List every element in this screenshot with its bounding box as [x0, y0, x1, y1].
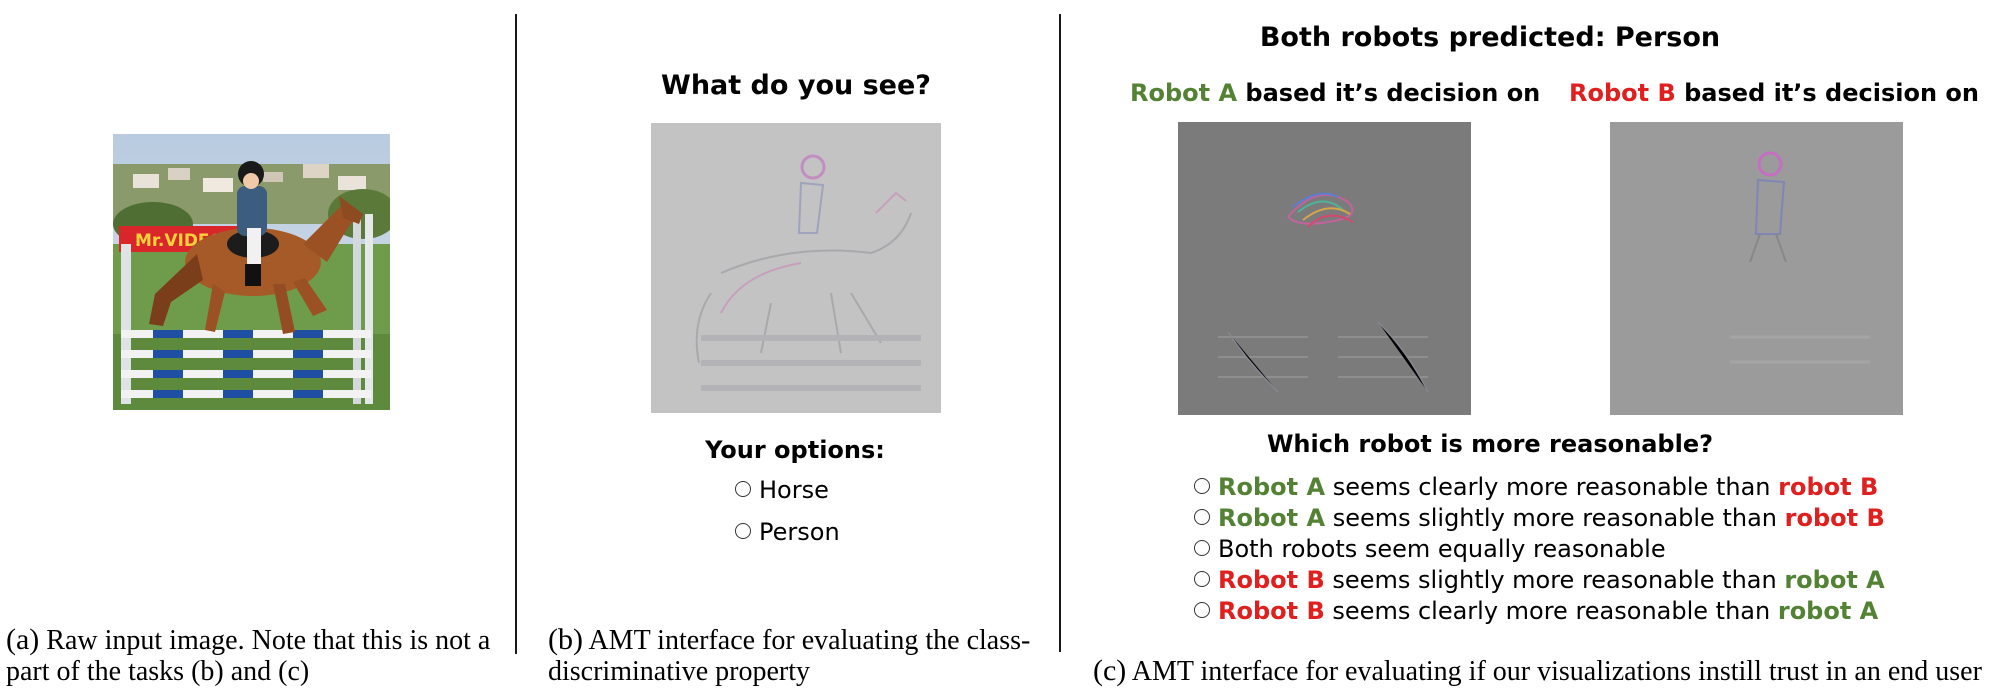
- option-2-lead: Robot A: [1218, 504, 1326, 532]
- caption-a-line2: part of the tasks (b) and (c): [6, 656, 310, 687]
- caption-b-line2: discriminative property: [548, 656, 811, 687]
- caption-b-line1: AMT interface for evaluating the class-: [588, 625, 1031, 656]
- robot-b-name: Robot B: [1569, 79, 1676, 107]
- robot-b-heading: Robot B based it’s decision on: [1569, 78, 1979, 109]
- option-b-clearly[interactable]: Robot B seems clearly more reasonable th…: [1194, 596, 1885, 627]
- divider-b-c: [1059, 14, 1061, 652]
- robot-a-heading: Robot A based it’s decision on: [1130, 78, 1540, 109]
- option-5-mid: seems clearly more reasonable than: [1332, 597, 1771, 625]
- option-a-clearly[interactable]: Robot A seems clearly more reasonable th…: [1194, 472, 1885, 503]
- radio-option-4[interactable]: [1194, 571, 1210, 587]
- caption-c-line1: AMT interface for evaluating if our visu…: [1131, 656, 1982, 687]
- option-horse-label: Horse: [759, 476, 829, 504]
- robot-b-visualization: [1610, 122, 1903, 415]
- option-1-mid: seems clearly more reasonable than: [1332, 473, 1771, 501]
- option-1-lead: Robot A: [1218, 473, 1326, 501]
- caption-a-label: (a): [6, 623, 40, 656]
- option-person[interactable]: Person: [735, 517, 840, 548]
- question-what-do-you-see: What do you see?: [661, 70, 931, 101]
- gradcam-guided-image: [651, 123, 941, 413]
- option-2-tail: robot B: [1784, 504, 1885, 532]
- robot-a-name: Robot A: [1130, 79, 1238, 107]
- radio-option-2[interactable]: [1194, 509, 1210, 525]
- option-horse[interactable]: Horse: [735, 475, 829, 506]
- option-2-mid: seems slightly more reasonable than: [1332, 504, 1777, 532]
- option-5-lead: Robot B: [1218, 597, 1325, 625]
- option-4-lead: Robot B: [1218, 566, 1325, 594]
- option-4-mid: seems slightly more reasonable than: [1332, 566, 1777, 594]
- caption-c-label: (c): [1093, 654, 1127, 687]
- caption-b-label: (b): [548, 623, 583, 656]
- option-4-tail: robot A: [1784, 566, 1885, 594]
- divider-a-b: [515, 14, 517, 654]
- robot-options-list: Robot A seems clearly more reasonable th…: [1194, 472, 1885, 627]
- radio-option-3[interactable]: [1194, 540, 1210, 556]
- caption-a-line1: Raw input image. Note that this is not a: [46, 625, 491, 656]
- option-equal[interactable]: Both robots seem equally reasonable: [1194, 534, 1885, 565]
- radio-person[interactable]: [735, 523, 751, 539]
- raw-input-image: Mr.VIDEO: [113, 134, 390, 410]
- radio-option-5[interactable]: [1194, 602, 1210, 618]
- radio-horse[interactable]: [735, 481, 751, 497]
- option-5-tail: robot A: [1777, 597, 1879, 625]
- robot-b-based-on: based it’s decision on: [1684, 79, 1979, 107]
- options-heading: Your options:: [705, 436, 885, 464]
- radio-option-1[interactable]: [1194, 478, 1210, 494]
- option-b-slightly[interactable]: Robot B seems slightly more reasonable t…: [1194, 565, 1885, 596]
- robot-a-visualization: [1178, 122, 1471, 415]
- which-robot-question: Which robot is more reasonable?: [1266, 430, 1714, 458]
- caption-a: (a) Raw input image. Note that this is n…: [6, 624, 511, 687]
- caption-b: (b) AMT interface for evaluating the cla…: [548, 624, 1058, 687]
- option-a-slightly[interactable]: Robot A seems slightly more reasonable t…: [1194, 503, 1885, 534]
- option-person-label: Person: [759, 518, 840, 546]
- robot-a-based-on: based it’s decision on: [1245, 79, 1541, 107]
- option-1-tail: robot B: [1778, 473, 1879, 501]
- caption-c: (c) AMT interface for evaluating if our …: [1093, 655, 1993, 687]
- option-3-mid: Both robots seem equally reasonable: [1218, 535, 1666, 563]
- both-robots-title: Both robots predicted: Person: [1259, 22, 1721, 53]
